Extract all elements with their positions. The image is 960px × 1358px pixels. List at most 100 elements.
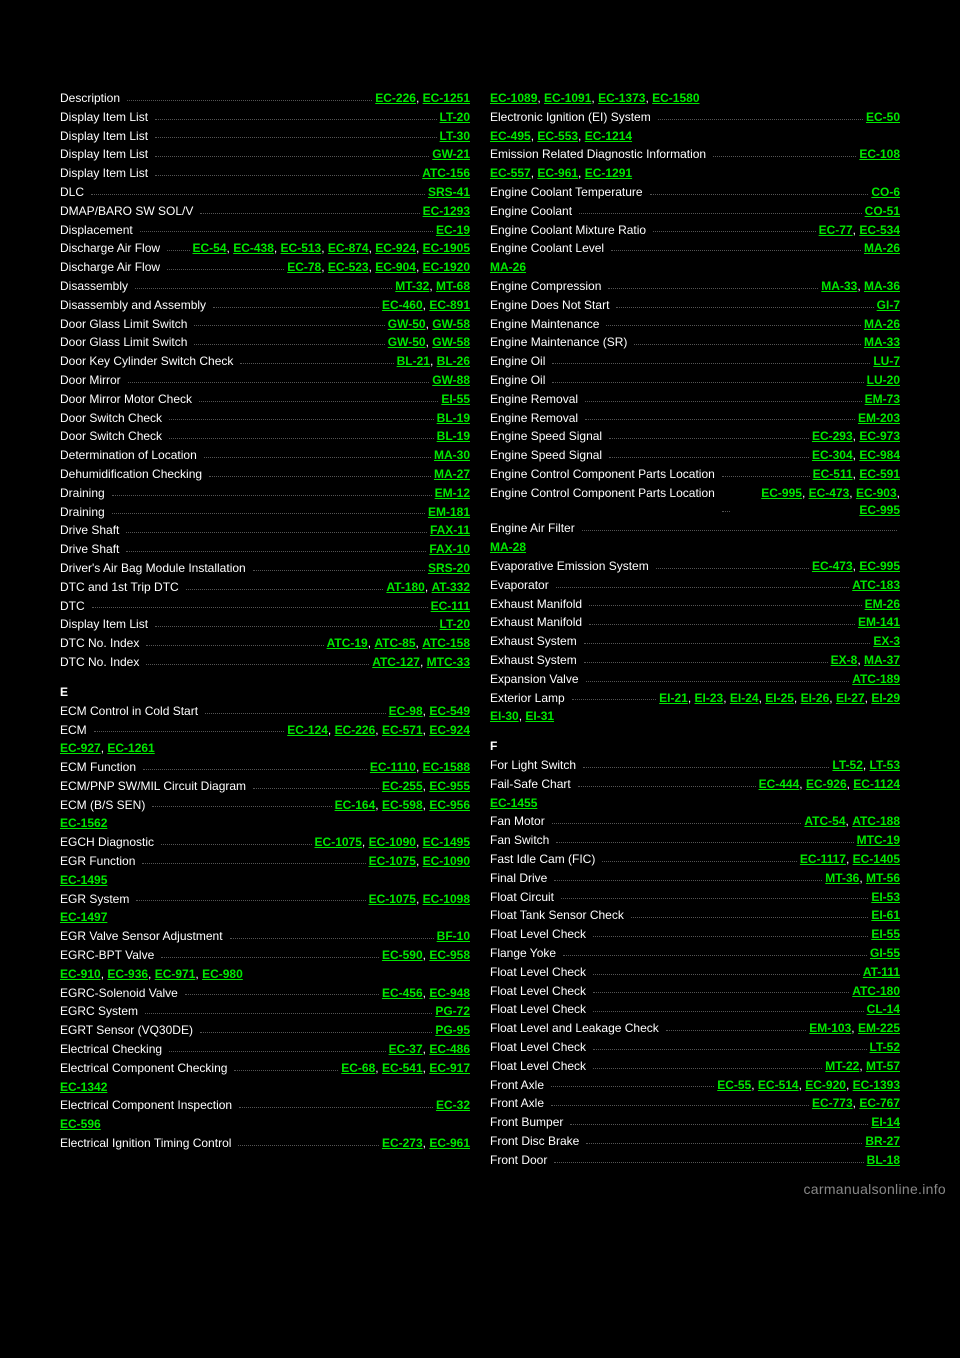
page-ref[interactable]: EC-511 (813, 467, 853, 481)
page-ref[interactable]: ATC-156 (422, 166, 470, 180)
page-ref[interactable]: EC-111 (431, 599, 470, 613)
page-ref[interactable]: EC-1090 (369, 835, 416, 849)
page-ref[interactable]: PG-72 (435, 1004, 470, 1018)
page-ref[interactable]: EI-24 (730, 691, 759, 705)
page-ref[interactable]: MA-26 (864, 241, 900, 255)
page-ref[interactable]: EC-55 (717, 1078, 751, 1092)
page-ref[interactable]: EC-1342 (60, 1080, 107, 1094)
page-ref[interactable]: EC-54 (193, 241, 227, 255)
page-ref[interactable]: EI-29 (871, 691, 900, 705)
page-ref[interactable]: CL-14 (867, 1002, 900, 1016)
page-ref[interactable]: EC-571 (382, 723, 423, 737)
page-ref[interactable]: EM-141 (858, 615, 900, 629)
page-ref[interactable]: EC-590 (382, 948, 423, 962)
page-ref[interactable]: EX-3 (873, 634, 900, 648)
page-ref[interactable]: EC-1090 (423, 854, 470, 868)
page-ref[interactable]: EC-37 (389, 1042, 423, 1056)
page-ref[interactable]: MA-30 (434, 448, 470, 462)
page-ref[interactable]: EM-73 (865, 392, 900, 406)
page-ref[interactable]: AT-332 (432, 580, 470, 594)
page-ref[interactable]: EC-541 (382, 1061, 423, 1075)
page-ref[interactable]: EC-444 (759, 777, 800, 791)
page-ref[interactable]: EC-927 (60, 741, 101, 755)
page-ref[interactable]: LU-7 (873, 354, 900, 368)
page-ref[interactable]: LT-53 (870, 758, 900, 772)
page-ref[interactable]: EC-514 (758, 1078, 799, 1092)
page-ref[interactable]: BF-10 (437, 929, 470, 943)
page-ref[interactable]: EC-984 (859, 448, 900, 462)
page-ref[interactable]: LU-20 (867, 373, 900, 387)
page-ref[interactable]: EC-1393 (853, 1078, 900, 1092)
page-ref[interactable]: EC-773 (812, 1096, 853, 1110)
page-ref[interactable]: EC-1075 (369, 854, 416, 868)
page-ref[interactable]: EC-1291 (585, 166, 632, 180)
page-ref[interactable]: MA-27 (434, 467, 470, 481)
page-ref[interactable]: EC-460 (382, 298, 423, 312)
page-ref[interactable]: EC-596 (60, 1117, 101, 1131)
page-ref[interactable]: EC-1405 (853, 852, 900, 866)
page-ref[interactable]: EI-23 (695, 691, 724, 705)
page-ref[interactable]: EC-874 (328, 241, 369, 255)
page-ref[interactable]: EC-304 (812, 448, 853, 462)
page-ref[interactable]: GW-21 (432, 147, 470, 161)
page-ref[interactable]: EI-53 (871, 890, 900, 904)
page-ref[interactable]: EC-255 (382, 779, 423, 793)
page-ref[interactable]: EC-995 (859, 503, 900, 517)
page-ref[interactable]: EC-917 (429, 1061, 470, 1075)
page-ref[interactable]: EC-1091 (544, 91, 591, 105)
page-ref[interactable]: MT-56 (866, 871, 900, 885)
page-ref[interactable]: EC-1261 (107, 741, 154, 755)
page-ref[interactable]: EC-1455 (490, 796, 537, 810)
page-ref[interactable]: EI-30 (490, 709, 519, 723)
page-ref[interactable]: BL-18 (867, 1153, 900, 1167)
page-ref[interactable]: EC-973 (859, 429, 900, 443)
page-ref[interactable]: MA-33 (821, 279, 857, 293)
page-ref[interactable]: EC-486 (429, 1042, 470, 1056)
page-ref[interactable]: ATC-189 (852, 672, 900, 686)
page-ref[interactable]: EI-26 (801, 691, 830, 705)
page-ref[interactable]: LT-20 (440, 110, 470, 124)
page-ref[interactable]: EC-273 (382, 1136, 423, 1150)
page-ref[interactable]: SRS-41 (428, 185, 470, 199)
page-ref[interactable]: MA-28 (490, 540, 526, 554)
page-ref[interactable]: MT-57 (866, 1059, 900, 1073)
page-ref[interactable]: EC-77 (819, 223, 853, 237)
page-ref[interactable]: EC-456 (382, 986, 423, 1000)
page-ref[interactable]: CO-51 (865, 204, 900, 218)
page-ref[interactable]: MT-22 (825, 1059, 859, 1073)
page-ref[interactable]: CO-6 (871, 185, 900, 199)
page-ref[interactable]: EC-557 (490, 166, 531, 180)
page-ref[interactable]: EC-995 (761, 486, 802, 500)
page-ref[interactable]: EC-1124 (853, 777, 900, 791)
page-ref[interactable]: GW-50 (388, 335, 426, 349)
page-ref[interactable]: MT-68 (436, 279, 470, 293)
page-ref[interactable]: ATC-183 (852, 578, 900, 592)
page-ref[interactable]: LT-20 (440, 617, 470, 631)
page-ref[interactable]: GW-88 (432, 373, 470, 387)
page-ref[interactable]: EC-293 (812, 429, 853, 443)
page-ref[interactable]: EM-203 (858, 411, 900, 425)
page-ref[interactable]: EC-108 (859, 147, 900, 161)
page-ref[interactable]: EC-904 (375, 260, 416, 274)
page-ref[interactable]: LT-52 (832, 758, 862, 772)
page-ref[interactable]: EC-961 (537, 166, 578, 180)
page-ref[interactable]: EM-181 (428, 505, 470, 519)
page-ref[interactable]: MA-37 (864, 653, 900, 667)
page-ref[interactable]: EC-903 (856, 486, 897, 500)
page-ref[interactable]: SRS-20 (428, 561, 470, 575)
page-ref[interactable]: EC-980 (202, 967, 243, 981)
page-ref[interactable]: EC-98 (389, 704, 423, 718)
page-ref[interactable]: EC-1214 (585, 129, 632, 143)
page-ref[interactable]: EC-1117 (800, 852, 846, 866)
page-ref[interactable]: EC-50 (866, 110, 900, 124)
page-ref[interactable]: EC-226 (335, 723, 376, 737)
page-ref[interactable]: EC-553 (537, 129, 578, 143)
page-ref[interactable]: EC-523 (328, 260, 369, 274)
page-ref[interactable]: EC-1075 (369, 892, 416, 906)
page-ref[interactable]: EC-1588 (423, 760, 470, 774)
page-ref[interactable]: EC-924 (375, 241, 416, 255)
page-ref[interactable]: EC-591 (859, 467, 900, 481)
page-ref[interactable]: LT-30 (440, 129, 470, 143)
page-ref[interactable]: EC-1373 (598, 91, 645, 105)
page-ref[interactable]: BL-21 (397, 354, 430, 368)
